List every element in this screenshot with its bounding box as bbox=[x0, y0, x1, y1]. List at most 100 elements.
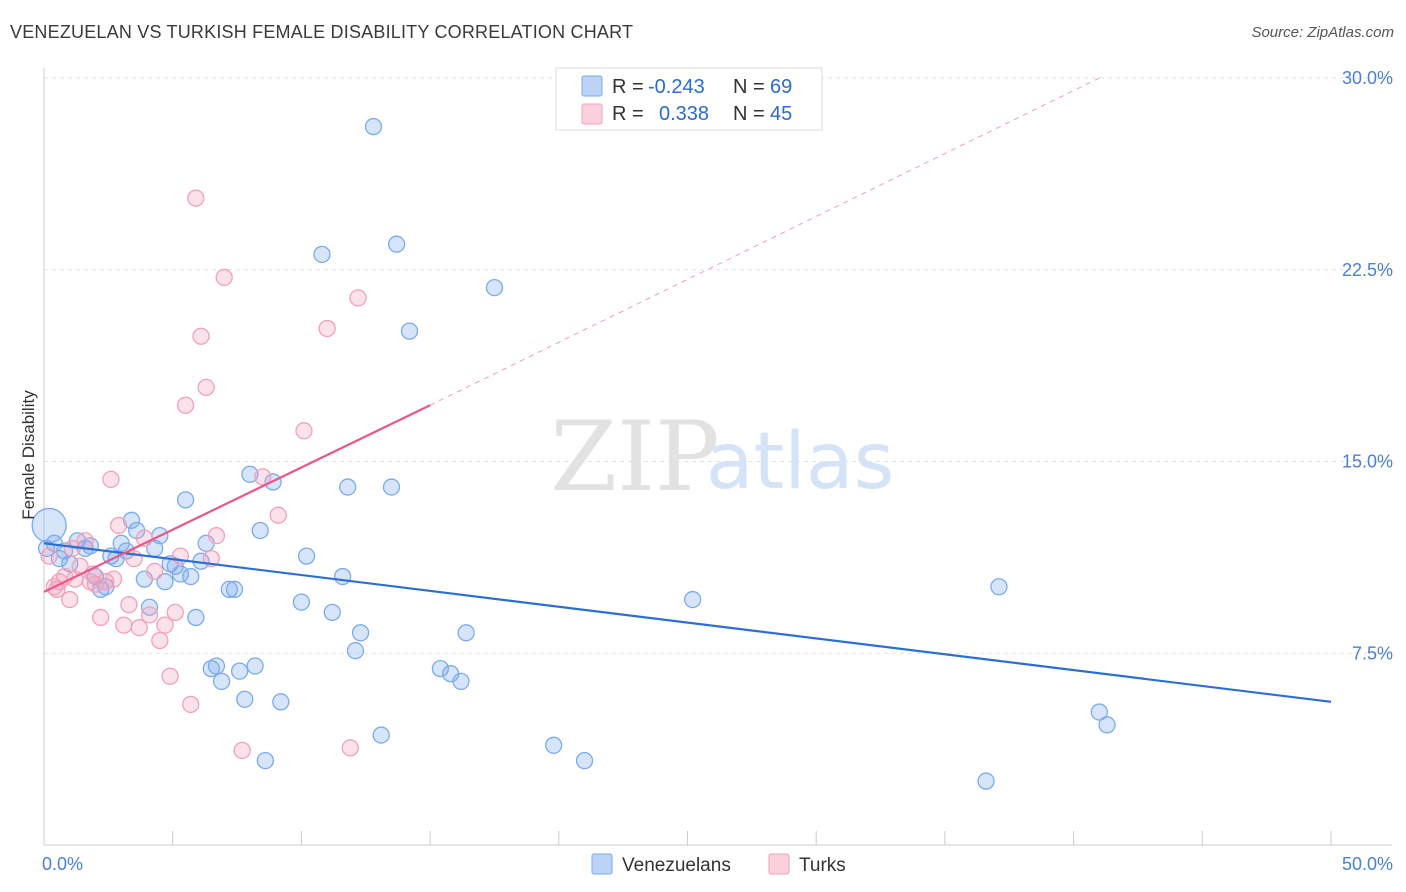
point-venezuelans-37 bbox=[241, 465, 259, 483]
trend-line-venezuelans bbox=[43, 542, 1332, 703]
point-turks-37 bbox=[295, 422, 313, 440]
point-turks-15 bbox=[120, 596, 138, 614]
point-turks-24 bbox=[166, 603, 184, 621]
bottom-legend-swatch-venezuelans bbox=[591, 853, 613, 875]
chart-title: VENEZUELAN VS TURKISH FEMALE DISABILITY … bbox=[10, 22, 634, 42]
point-venezuelans-56 bbox=[431, 659, 450, 678]
point-turks-20 bbox=[146, 562, 164, 581]
point-venezuelans-35 bbox=[230, 662, 249, 680]
point-venezuelans-15 bbox=[122, 511, 141, 529]
tick-labels: 7.5% 15.0% 22.5% 30.0% 0.0% 50.0% bbox=[42, 68, 1393, 874]
point-turks-28 bbox=[187, 189, 205, 207]
point-venezuelans-24 bbox=[171, 565, 190, 583]
grid-lines bbox=[44, 77, 1392, 654]
point-turks-12 bbox=[102, 470, 120, 489]
legend-r-label-2: R = bbox=[612, 103, 644, 125]
point-turks-38 bbox=[318, 319, 336, 338]
point-venezuelans-36 bbox=[236, 690, 254, 708]
point-turks-4 bbox=[61, 590, 79, 609]
point-turks-26 bbox=[176, 396, 195, 414]
legend-n-label-2: N = bbox=[733, 103, 765, 125]
point-turks-22 bbox=[156, 616, 174, 634]
point-turks-43 bbox=[104, 570, 123, 588]
point-venezuelans-42 bbox=[272, 693, 290, 711]
trend-lines bbox=[43, 77, 1332, 703]
point-venezuelans-44 bbox=[297, 547, 316, 565]
point-venezuelans-49 bbox=[346, 642, 365, 660]
point-venezuelans-38 bbox=[246, 657, 264, 675]
point-venezuelans-64 bbox=[977, 772, 995, 790]
point-turks-30 bbox=[197, 378, 215, 397]
y-tick-label-1: 15.0% bbox=[1342, 452, 1393, 472]
point-venezuelans-40 bbox=[256, 751, 275, 770]
point-venezuelans-45 bbox=[313, 245, 331, 264]
point-venezuelans-25 bbox=[176, 491, 195, 509]
point-turks-32 bbox=[207, 526, 226, 545]
point-venezuelans-21 bbox=[156, 573, 174, 591]
point-venezuelans-0 bbox=[31, 507, 67, 544]
point-venezuelans-59 bbox=[457, 624, 475, 642]
legend-r-value-2: 0.338 bbox=[659, 103, 709, 125]
point-turks-35 bbox=[254, 468, 272, 486]
point-turks-40 bbox=[349, 289, 367, 307]
point-turks-13 bbox=[109, 516, 128, 535]
y-tick-label-2: 22.5% bbox=[1342, 260, 1393, 280]
y-tick-label-0: 7.5% bbox=[1352, 643, 1393, 663]
point-turks-27 bbox=[182, 695, 200, 714]
point-venezuelans-65 bbox=[990, 578, 1008, 596]
point-venezuelans-58 bbox=[452, 672, 470, 691]
point-venezuelans-32 bbox=[212, 672, 231, 691]
point-venezuelans-26 bbox=[182, 567, 200, 586]
point-venezuelans-61 bbox=[545, 736, 563, 754]
legend-swatch-turks bbox=[581, 103, 603, 125]
legend-swatch-venezuelans bbox=[581, 75, 603, 97]
trend-line-turks-extension bbox=[429, 77, 1100, 406]
point-venezuelans-48 bbox=[339, 478, 357, 496]
point-turks-19 bbox=[140, 606, 159, 624]
trend-line-turks bbox=[43, 404, 431, 593]
point-venezuelans-67 bbox=[1098, 716, 1116, 734]
point-venezuelans-31 bbox=[207, 657, 226, 675]
bottom-legend: Venezuelans Turks bbox=[591, 853, 846, 876]
watermark-atlas: atlas bbox=[706, 417, 895, 507]
legend-n-label-1: N = bbox=[733, 76, 765, 98]
legend-r-value-1: -0.243 bbox=[648, 76, 705, 98]
point-turks-29 bbox=[192, 327, 210, 345]
point-venezuelans-62 bbox=[575, 751, 594, 770]
watermark: ZIP atlas bbox=[550, 401, 894, 513]
data-points bbox=[31, 117, 1116, 790]
point-venezuelans-54 bbox=[387, 235, 406, 253]
legend-n-value-1: 69 bbox=[770, 76, 792, 98]
point-turks-34 bbox=[233, 741, 251, 760]
point-venezuelans-46 bbox=[323, 603, 341, 621]
point-turks-21 bbox=[151, 631, 169, 650]
point-venezuelans-43 bbox=[292, 593, 311, 611]
point-turks-0 bbox=[40, 547, 58, 565]
y-axis-label: Female Disability bbox=[19, 390, 38, 520]
bottom-legend-swatch-turks bbox=[768, 853, 790, 875]
legend: R = -0.243 N = 69 R = 0.338 N = 45 bbox=[555, 67, 823, 131]
point-turks-23 bbox=[161, 667, 179, 685]
point-venezuelans-55 bbox=[400, 322, 419, 340]
point-venezuelans-51 bbox=[364, 117, 383, 136]
point-venezuelans-33 bbox=[220, 580, 238, 598]
y-tick-label-3: 30.0% bbox=[1342, 68, 1393, 88]
point-turks-33 bbox=[215, 268, 233, 287]
axes bbox=[43, 68, 1392, 846]
point-turks-17 bbox=[130, 619, 148, 637]
point-turks-39 bbox=[341, 739, 359, 757]
legend-n-value-2: 45 bbox=[770, 103, 792, 125]
x-tick-label-1: 50.0% bbox=[1342, 854, 1393, 874]
point-venezuelans-63 bbox=[683, 590, 702, 609]
point-venezuelans-50 bbox=[351, 624, 370, 642]
point-venezuelans-47 bbox=[333, 567, 352, 586]
point-venezuelans-53 bbox=[382, 478, 401, 496]
point-turks-10 bbox=[91, 608, 110, 627]
legend-r-label-1: R = bbox=[612, 76, 644, 98]
point-turks-14 bbox=[115, 616, 133, 634]
source-label: Source: ZipAtlas.com bbox=[1251, 24, 1394, 41]
point-venezuelans-52 bbox=[372, 726, 390, 744]
point-venezuelans-34 bbox=[225, 580, 244, 598]
bottom-legend-label-venezuelans: Venezuelans bbox=[622, 855, 731, 876]
